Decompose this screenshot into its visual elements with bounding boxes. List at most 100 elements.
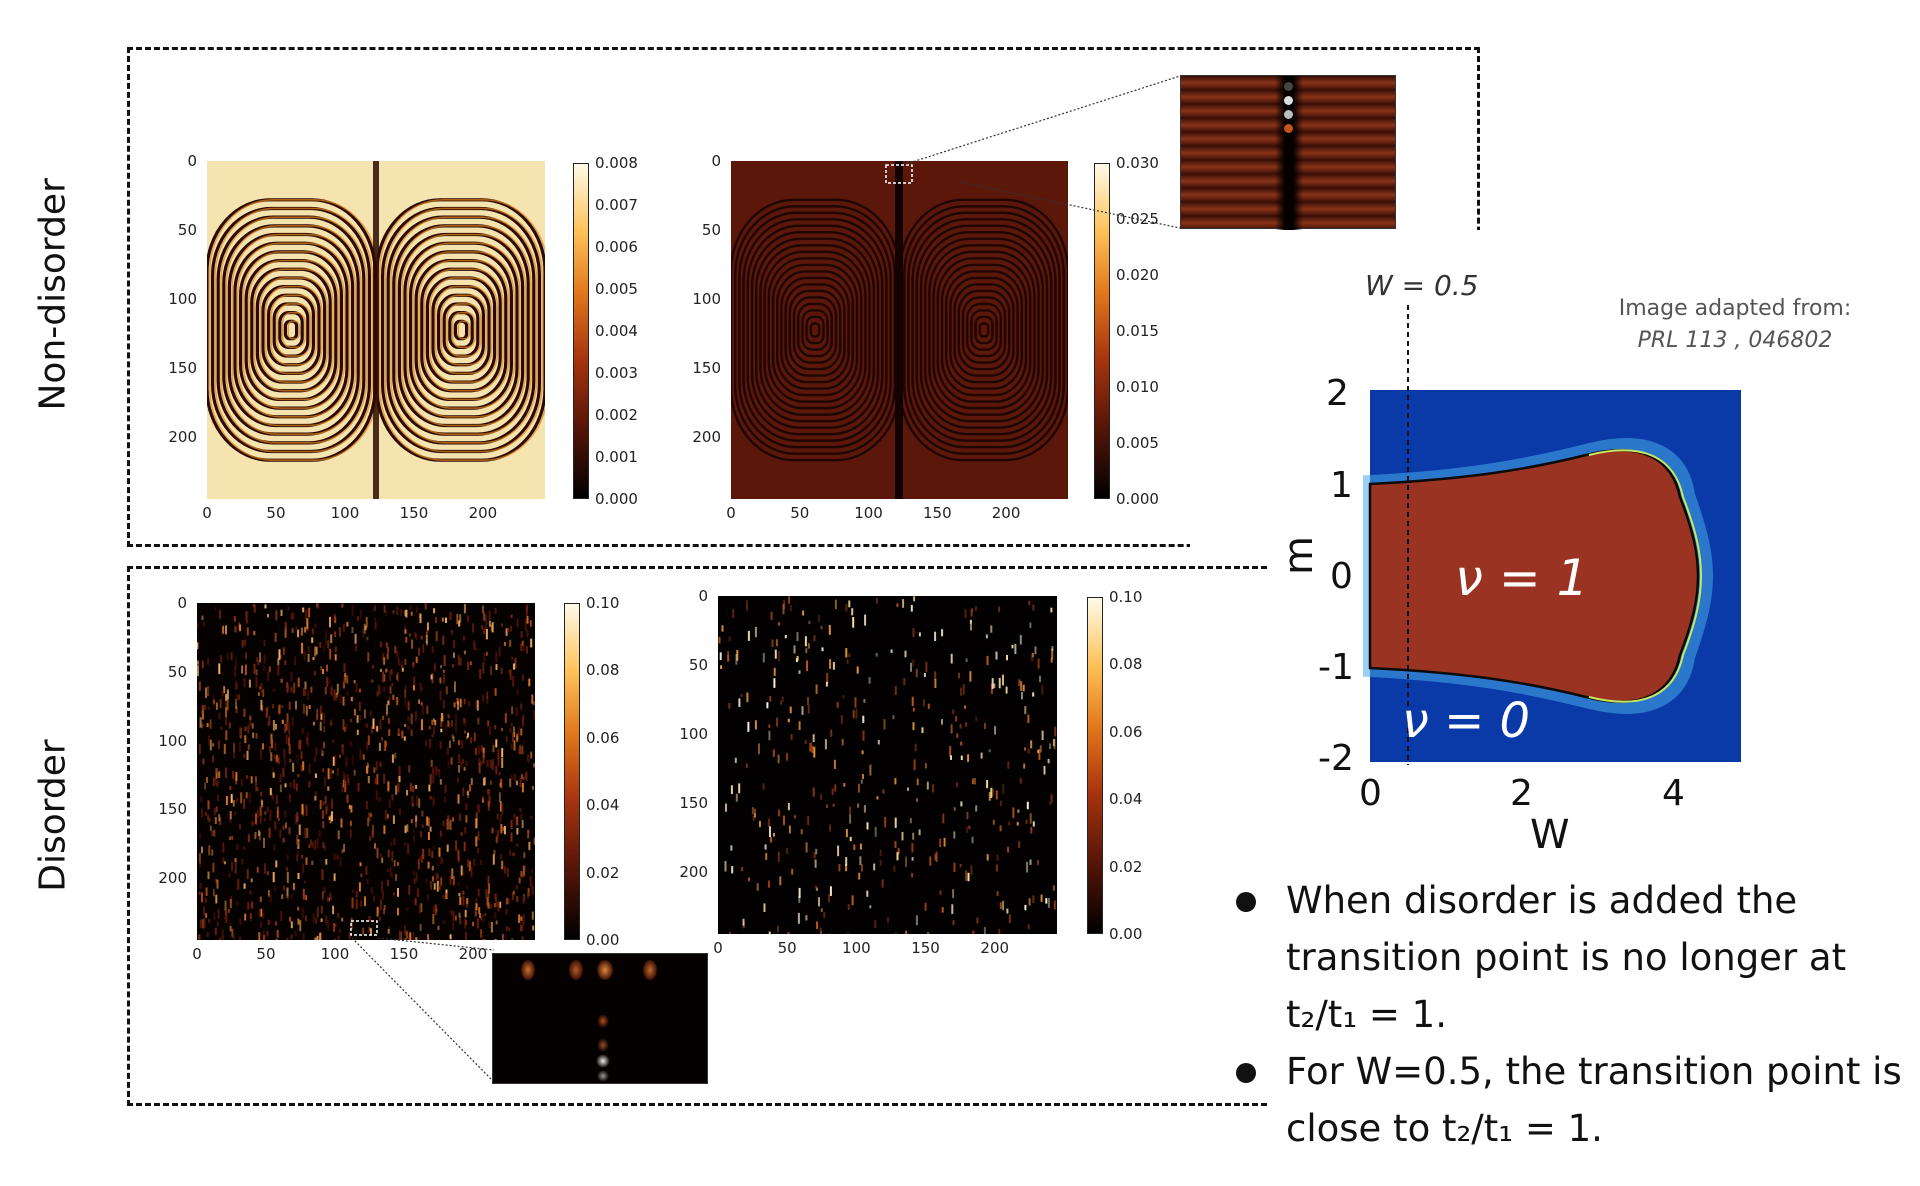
- density-speck: [466, 898, 469, 905]
- density-speck: [359, 715, 362, 721]
- density-speck: [325, 629, 328, 637]
- density-speck: [477, 804, 480, 813]
- density-speck: [433, 663, 436, 672]
- nu0-label: ν = 0: [1402, 693, 1530, 749]
- density-speck: [1043, 765, 1046, 775]
- density-speck: [284, 660, 287, 665]
- density-speck: [304, 690, 307, 696]
- density-speck: [862, 715, 865, 723]
- density-speck: [521, 745, 524, 755]
- density-speck: [279, 784, 282, 793]
- density-speck: [244, 913, 247, 921]
- density-speck: [533, 763, 535, 768]
- density-speck: [233, 743, 235, 753]
- density-speck: [268, 666, 271, 673]
- density-speck: [336, 854, 339, 860]
- interference-ring: [936, 257, 1032, 403]
- density-speck: [396, 606, 399, 615]
- density-speck: [514, 814, 516, 819]
- density-speck: [334, 939, 337, 940]
- density-speck: [225, 706, 228, 718]
- density-speck: [204, 782, 207, 790]
- density-speck: [501, 623, 504, 627]
- density-speck: [518, 726, 520, 737]
- density-speck: [993, 683, 996, 689]
- density-speck: [443, 894, 446, 901]
- density-speck: [440, 877, 443, 886]
- density-speck: [488, 883, 490, 894]
- density-speck: [807, 697, 809, 706]
- density-speck: [470, 737, 473, 744]
- density-speck: [320, 666, 323, 671]
- density-speck: [383, 605, 386, 613]
- density-speck: [440, 728, 443, 733]
- density-speck: [282, 838, 285, 843]
- density-speck: [951, 904, 954, 914]
- density-speck: [438, 886, 441, 890]
- density-speck: [255, 733, 258, 739]
- density-speck: [410, 713, 413, 725]
- density-speck: [762, 652, 765, 663]
- density-speck: [520, 703, 523, 710]
- density-speck: [321, 747, 323, 754]
- density-speck: [441, 617, 444, 622]
- density-speck: [260, 748, 262, 760]
- density-speck: [923, 672, 926, 677]
- density-speck: [973, 778, 976, 785]
- density-speck: [442, 635, 445, 645]
- density-speck: [414, 898, 417, 906]
- density-speck: [387, 718, 390, 724]
- interference-ring: [763, 250, 867, 410]
- density-speck: [990, 787, 993, 798]
- density-speck: [788, 596, 791, 604]
- density-speck: [915, 915, 918, 926]
- density-speck: [1030, 740, 1033, 749]
- density-speck: [256, 787, 259, 791]
- density-speck: [347, 778, 350, 786]
- density-speck: [211, 830, 214, 836]
- interference-ring: [780, 276, 850, 384]
- density-speck: [463, 650, 466, 655]
- density-speck: [214, 817, 217, 824]
- density-speck: [356, 729, 359, 736]
- density-speck: [934, 671, 937, 680]
- density-speck: [228, 722, 231, 729]
- density-speck: [198, 743, 201, 755]
- density-speck: [363, 709, 366, 719]
- density-speck: [445, 686, 448, 695]
- colorbar-tick-label: 0.00: [1109, 925, 1143, 943]
- density-speck: [483, 653, 486, 663]
- density-speck: [728, 636, 731, 642]
- density-speck: [475, 898, 478, 904]
- density-speck: [794, 815, 796, 819]
- density-speck: [510, 832, 513, 842]
- density-speck: [259, 686, 262, 690]
- density-speck: [280, 654, 283, 659]
- interference-ring: [248, 259, 340, 401]
- density-speck: [816, 921, 819, 929]
- density-speck: [498, 792, 501, 802]
- density-speck: [327, 768, 330, 780]
- density-speck: [304, 915, 307, 922]
- density-speck: [424, 603, 427, 610]
- y-tick-label: 0: [177, 594, 187, 612]
- density-speck: [805, 648, 808, 654]
- density-speck: [199, 717, 202, 728]
- density-speck: [747, 630, 750, 641]
- density-speck: [489, 726, 492, 735]
- density-speck: [358, 702, 361, 711]
- density-speck: [281, 704, 284, 709]
- density-speck: [814, 859, 817, 868]
- density-speck: [407, 725, 410, 730]
- density-speck: [416, 888, 419, 897]
- interference-ring: [281, 311, 306, 349]
- density-speck: [212, 755, 215, 763]
- y-tick-label: 0: [187, 152, 197, 170]
- density-speck: [458, 912, 461, 918]
- density-speck: [255, 669, 258, 676]
- density-speck: [504, 866, 506, 874]
- density-speck: [484, 913, 487, 917]
- density-speck: [457, 701, 459, 711]
- density-speck: [849, 806, 852, 815]
- density-speck: [369, 813, 372, 817]
